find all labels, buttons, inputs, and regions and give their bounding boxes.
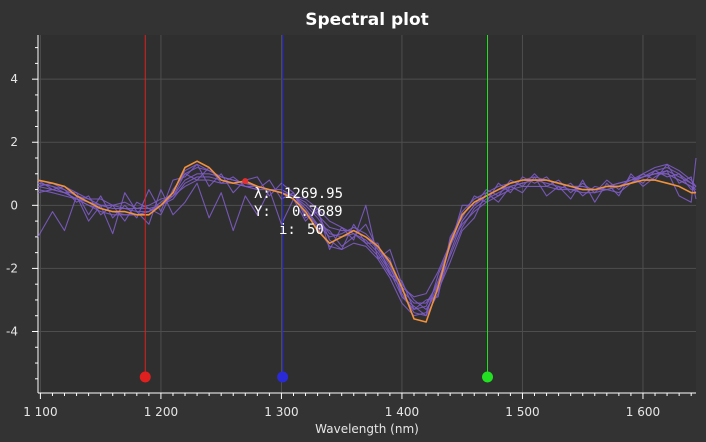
wavelength-cursor-handle[interactable] bbox=[277, 371, 289, 383]
x-tick-label: 1 300 bbox=[264, 405, 298, 419]
readout-y-value: 0.7689 bbox=[292, 204, 343, 220]
axes: 1 100 1 200 1 300 1 400 1 500 1 600 -4 -2 0 2 4 bbox=[6, 35, 696, 419]
wavelength-cursor-handle[interactable] bbox=[482, 371, 494, 383]
spectrum-line bbox=[37, 157, 697, 310]
readout-i-label: i: bbox=[279, 222, 296, 238]
series-layer bbox=[37, 157, 697, 323]
spectrum-line bbox=[37, 163, 697, 310]
cursor-layer[interactable] bbox=[139, 35, 494, 383]
readout-i-value: 50 bbox=[307, 222, 324, 238]
readout-lambda-label: λ: bbox=[254, 186, 271, 202]
grid bbox=[38, 35, 696, 393]
x-tick-label: 1 200 bbox=[144, 405, 178, 419]
y-tick-label: 4 bbox=[10, 72, 18, 86]
x-tick-label: 1 500 bbox=[505, 405, 539, 419]
readout-marker bbox=[242, 178, 249, 185]
y-tick-label: -4 bbox=[6, 324, 18, 338]
spectrum-line bbox=[37, 163, 697, 317]
cursor-readout: λ: 1269.95 Y: 0.7689 i: 50 bbox=[242, 178, 343, 238]
x-tick-label: 1 100 bbox=[23, 405, 57, 419]
wavelength-cursor-handle[interactable] bbox=[139, 371, 151, 383]
chart-title: Spectral plot bbox=[305, 10, 429, 30]
y-tick-label: -2 bbox=[6, 261, 18, 275]
x-tick-label: 1 400 bbox=[385, 405, 419, 419]
highlighted-spectrum-line bbox=[37, 160, 696, 323]
x-tick-label: 1 600 bbox=[626, 405, 660, 419]
spectrum-line bbox=[37, 170, 697, 298]
x-axis-label: Wavelength (nm) bbox=[315, 422, 419, 436]
y-tick-label: 2 bbox=[10, 135, 18, 149]
readout-lambda-value: 1269.95 bbox=[284, 186, 343, 202]
y-tick-label: 0 bbox=[10, 198, 18, 212]
readout-y-label: Y: bbox=[254, 204, 271, 220]
